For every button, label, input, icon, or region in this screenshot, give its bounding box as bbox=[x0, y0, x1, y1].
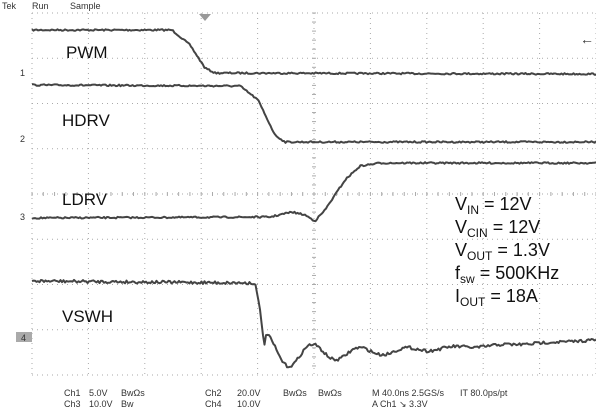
condition: fsw = 500KHz bbox=[455, 263, 559, 286]
status-text: BwΩs bbox=[318, 388, 342, 398]
status-text: BwΩs bbox=[121, 388, 145, 398]
trace-label: VSWH bbox=[62, 307, 113, 326]
symbol: I bbox=[455, 286, 460, 306]
condition: VOUT = 1.3V bbox=[455, 240, 550, 263]
status-text: Ch4 bbox=[205, 399, 222, 409]
status-text: Ch3 bbox=[64, 399, 81, 409]
value: = 12V bbox=[493, 217, 541, 237]
trigger-level-arrow: ← bbox=[580, 31, 594, 47]
run-state: Run bbox=[32, 1, 49, 11]
trigger-position bbox=[199, 14, 211, 21]
status-text: IT 80.0ps/pt bbox=[460, 388, 508, 398]
subscript: OUT bbox=[460, 295, 486, 309]
status-text: BwΩs bbox=[283, 388, 307, 398]
ldrv-wave bbox=[31, 161, 596, 223]
trace-label: PWM bbox=[66, 43, 108, 62]
status-text: 10.0V bbox=[89, 399, 113, 409]
status-text: A Ch1 ↘ 3.3V bbox=[372, 399, 428, 409]
symbol: f bbox=[455, 263, 461, 283]
value: = 18A bbox=[490, 286, 538, 306]
condition: IOUT = 18A bbox=[455, 286, 538, 309]
ch2-marker: 2 bbox=[20, 134, 25, 144]
status-bar: Ch1 5.0V BwΩs Ch2 20.0V BwΩs BwΩs M 40.0ns 2.5G… bbox=[64, 388, 508, 409]
subscript: OUT bbox=[467, 249, 493, 263]
subscript: IN bbox=[467, 203, 479, 217]
vswh-wave bbox=[31, 278, 596, 369]
status-text: Ch2 bbox=[205, 388, 222, 398]
ch1-marker: 1 bbox=[20, 68, 25, 78]
symbol: V bbox=[455, 194, 467, 214]
status-text: Ch1 bbox=[64, 388, 81, 398]
value: = 12V bbox=[484, 194, 532, 214]
status-text: 5.0V bbox=[89, 388, 108, 398]
trace-label: HDRV bbox=[62, 111, 111, 130]
ch4-marker: 4 bbox=[21, 333, 26, 343]
value: = 500KHz bbox=[480, 263, 560, 283]
ch3-marker: 3 bbox=[20, 212, 25, 222]
status-text: 10.0V bbox=[237, 399, 261, 409]
symbol: V bbox=[455, 240, 467, 260]
hdrv-wave bbox=[32, 83, 596, 144]
condition: VIN = 12V bbox=[455, 194, 532, 217]
condition: VCIN = 12V bbox=[455, 217, 540, 240]
waveforms bbox=[31, 28, 596, 369]
status-text: 20.0V bbox=[237, 388, 261, 398]
status-text: Bw bbox=[121, 399, 134, 409]
subscript: CIN bbox=[467, 226, 488, 240]
acq-mode: Sample bbox=[70, 1, 101, 11]
value: = 1.3V bbox=[497, 240, 550, 260]
trace-label: LDRV bbox=[62, 190, 108, 209]
subscript: sw bbox=[460, 272, 475, 286]
pwm-wave bbox=[31, 28, 596, 76]
brand: Tek bbox=[2, 1, 17, 11]
symbol: V bbox=[455, 217, 467, 237]
status-text: M 40.0ns 2.5GS/s bbox=[372, 388, 445, 398]
ch4-marker-box bbox=[16, 332, 32, 342]
